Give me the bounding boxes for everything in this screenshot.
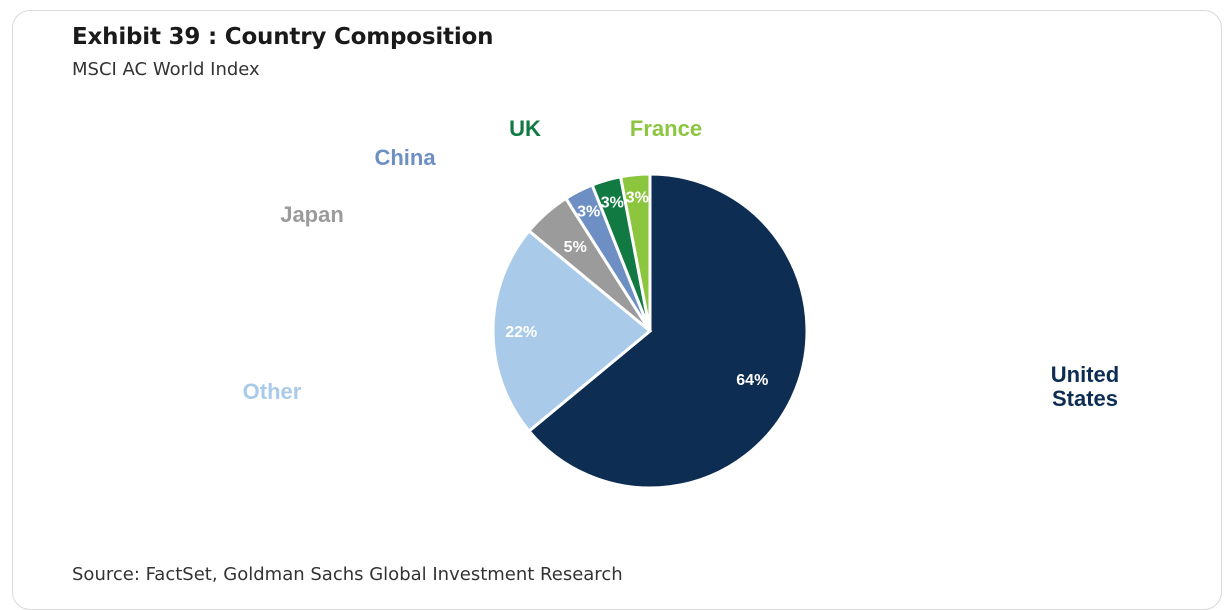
pie-category-labels: United States Other Japan China UK France xyxy=(243,116,1120,411)
chart-subtitle: MSCI AC World Index xyxy=(72,59,260,80)
pie-value-label: 3% xyxy=(626,190,649,207)
pie-slice-united-states xyxy=(526,172,809,490)
pie-category-label: China xyxy=(374,145,436,170)
pie-slice-other xyxy=(491,228,653,434)
pie-slice-france xyxy=(618,172,652,332)
chart-source: Source: FactSet, Goldman Sachs Global In… xyxy=(72,564,623,585)
pie-category-label: Other xyxy=(243,379,302,404)
pie-percent-labels: 64%22%5%3%3% 3% xyxy=(505,190,768,390)
pie-value-label: 3% xyxy=(601,194,624,211)
pie-category-label: UK xyxy=(509,116,541,141)
pie-chart: 64%22%5%3%3% 3% United StatesOtherJapanChi… xyxy=(243,116,1120,490)
pie-value-label: 64% xyxy=(736,372,768,389)
pie-value-label: 5% xyxy=(564,239,587,256)
chart-title: Exhibit 39 : Country Composition xyxy=(72,24,494,50)
pie-category-label: Japan xyxy=(280,202,344,227)
pie-value-label: 3% xyxy=(577,204,600,221)
pie-slices xyxy=(491,172,809,490)
pie-value-label: 22% xyxy=(505,324,537,341)
pie-category-label: United States xyxy=(1051,362,1119,411)
pie-category-label: France xyxy=(630,116,702,141)
